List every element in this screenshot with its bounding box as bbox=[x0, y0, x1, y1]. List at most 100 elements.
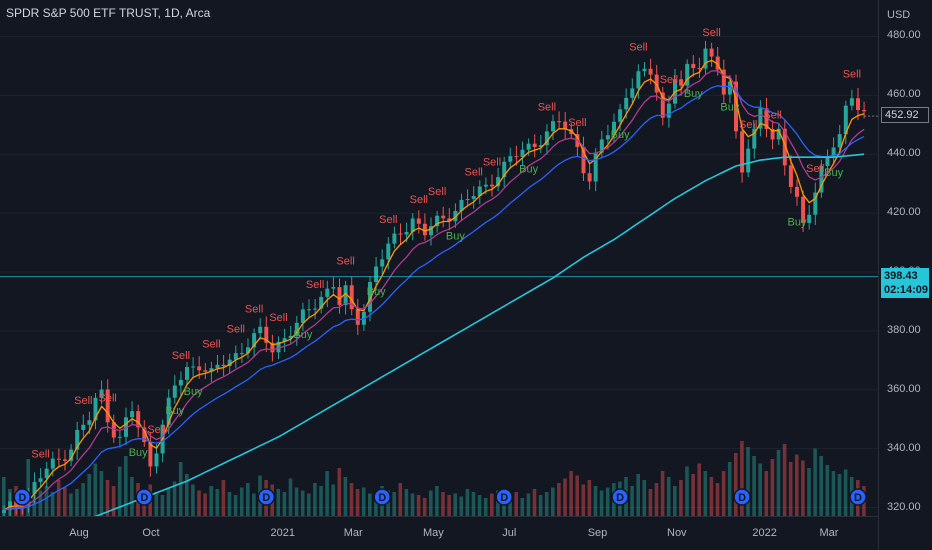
candle bbox=[44, 461, 49, 489]
candle-body bbox=[477, 186, 482, 197]
candle-body bbox=[337, 287, 342, 306]
candle-body bbox=[197, 366, 202, 371]
candle-body bbox=[734, 81, 738, 132]
volume-bar bbox=[734, 453, 738, 516]
candle bbox=[435, 210, 440, 233]
candle bbox=[75, 421, 80, 460]
candle bbox=[819, 159, 824, 198]
volume-bar bbox=[831, 471, 836, 516]
sell-signal-label: Sell bbox=[245, 303, 263, 315]
candle-body bbox=[813, 192, 818, 215]
volume-bar bbox=[721, 471, 726, 516]
candle bbox=[599, 130, 604, 159]
candle-body bbox=[166, 397, 171, 425]
candle-body bbox=[508, 156, 513, 162]
candle bbox=[331, 276, 336, 296]
candle-body bbox=[416, 218, 421, 224]
volume-bar bbox=[160, 495, 165, 516]
candle-body bbox=[246, 347, 250, 354]
candle bbox=[587, 164, 592, 190]
volume-bar bbox=[215, 489, 220, 516]
dividend-marker[interactable]: D bbox=[611, 488, 629, 506]
candle-body bbox=[788, 165, 793, 187]
volume-bar bbox=[569, 471, 573, 516]
buy-signal-label: Buy bbox=[446, 231, 465, 243]
candle bbox=[685, 59, 690, 93]
candle-body bbox=[75, 429, 80, 450]
candle bbox=[233, 345, 238, 368]
dividend-marker[interactable]: D bbox=[13, 488, 32, 506]
volume-bar bbox=[563, 478, 567, 516]
time-axis[interactable]: Aug Oct 2021 Mar May Jul Sep Nov 2022 Mar bbox=[0, 516, 878, 550]
candle-body bbox=[856, 98, 860, 110]
candle bbox=[252, 328, 257, 358]
volume-bar bbox=[252, 493, 256, 516]
volume-bar bbox=[551, 487, 555, 516]
candle-body bbox=[459, 199, 464, 211]
time-tick-label: 2022 bbox=[752, 527, 777, 539]
chart-title: SPDR S&P 500 ETF TRUST, 1D, Arca bbox=[6, 6, 211, 20]
time-tick-label: 2021 bbox=[270, 527, 295, 539]
dividend-marker[interactable]: D bbox=[733, 488, 751, 506]
price-axis[interactable]: USD 320.00340.00360.00380.00400.00420.00… bbox=[878, 0, 932, 550]
candle-body bbox=[660, 92, 665, 118]
volume-bar bbox=[660, 471, 665, 516]
sell-signal-label: Sell bbox=[763, 110, 781, 122]
candle-body bbox=[538, 145, 543, 148]
candle bbox=[81, 414, 86, 437]
candle bbox=[477, 180, 482, 205]
price-tick-label: 380.00 bbox=[887, 323, 921, 336]
candle-body bbox=[526, 143, 531, 150]
candle-body bbox=[843, 105, 848, 135]
volume-bar bbox=[843, 469, 848, 516]
candle-body bbox=[740, 131, 745, 173]
candle-body bbox=[758, 108, 763, 129]
candle-body bbox=[422, 223, 427, 236]
volume-bar bbox=[788, 462, 793, 516]
dividend-label: D bbox=[378, 492, 386, 504]
volume-bar bbox=[825, 465, 830, 516]
candle bbox=[721, 59, 726, 105]
volume-bar bbox=[685, 466, 689, 516]
volume-bar bbox=[105, 480, 110, 516]
dividend-marker[interactable]: D bbox=[135, 488, 154, 506]
volume-bar bbox=[758, 463, 762, 516]
candle bbox=[831, 137, 836, 166]
candle-body bbox=[819, 165, 824, 193]
candle bbox=[490, 174, 494, 197]
dividend-marker[interactable]: D bbox=[373, 488, 391, 506]
candle bbox=[551, 114, 555, 141]
volume-bar bbox=[246, 483, 250, 516]
dividend-marker[interactable]: D bbox=[495, 488, 513, 506]
candle-body bbox=[666, 103, 671, 118]
buy-signal-label: Buy bbox=[824, 167, 843, 179]
candle-body bbox=[496, 177, 501, 187]
candle-body bbox=[14, 501, 19, 506]
candle-body bbox=[264, 326, 269, 343]
candle bbox=[319, 291, 324, 314]
candle-body bbox=[837, 134, 842, 148]
volume-bar bbox=[166, 487, 171, 516]
dividend-marker[interactable]: D bbox=[849, 488, 867, 506]
volume-bar bbox=[465, 489, 470, 516]
sell-signal-label: Sell bbox=[843, 69, 861, 81]
candle-body bbox=[233, 353, 238, 360]
volume-bar bbox=[404, 489, 409, 516]
candle-body bbox=[782, 128, 787, 166]
candle-body bbox=[81, 424, 86, 430]
candle bbox=[203, 363, 208, 379]
crosshair-countdown: 02:14:09 bbox=[884, 283, 929, 296]
candle bbox=[807, 204, 812, 230]
dividend-marker[interactable]: D bbox=[257, 488, 276, 506]
volume-bar bbox=[605, 487, 610, 516]
price-tick-label: 340.00 bbox=[887, 441, 921, 454]
candle bbox=[185, 361, 189, 386]
candle bbox=[770, 120, 775, 150]
volume-bar bbox=[130, 477, 134, 516]
candle-body bbox=[618, 109, 623, 122]
volume-bar bbox=[654, 483, 659, 516]
candle-body bbox=[447, 218, 452, 222]
chart-pane[interactable]: Sell Sell Sell Buy Sell Buy Sell Buy Sell Sell Sel… bbox=[0, 0, 878, 516]
volume-bar bbox=[490, 493, 494, 516]
